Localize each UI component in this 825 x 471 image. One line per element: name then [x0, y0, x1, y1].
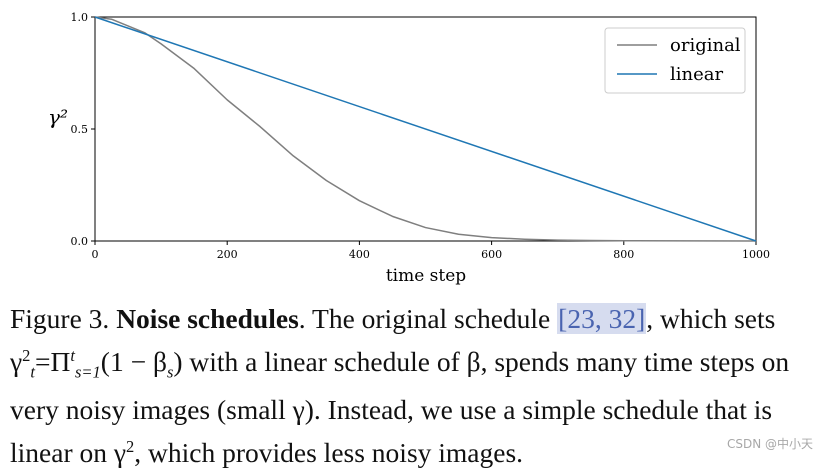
- cite-close: ]: [636, 303, 646, 334]
- y-axis-label-text: γ²: [48, 105, 68, 129]
- citation-link-32[interactable]: 32: [608, 303, 637, 334]
- caption-title: Noise schedules: [116, 303, 299, 334]
- watermark: CSDN @中小天: [726, 437, 813, 451]
- x-tick-label: 0: [92, 248, 99, 261]
- caption-sub-t: t: [30, 362, 35, 382]
- caption-text-1: . The original schedule: [298, 303, 558, 334]
- y-tick-label: 1.0: [71, 11, 89, 24]
- caption-text-6: , which provides less noisy images.: [134, 436, 524, 468]
- x-tick-label: 400: [349, 248, 370, 261]
- x-tick-label: 1000: [742, 248, 770, 261]
- x-axis-label: time step: [386, 266, 466, 286]
- series-line-linear: [94, 16, 757, 242]
- caption-label: Figure 3.: [10, 303, 110, 334]
- legend: original linear: [604, 27, 746, 94]
- y-axis-label: γ²: [48, 105, 68, 129]
- x-tick-label: 600: [481, 248, 502, 261]
- cite-open: [: [558, 303, 568, 334]
- caption-text-3: =Π: [35, 346, 71, 378]
- y-tick-label: 0.0: [71, 235, 89, 248]
- legend-label-linear: linear: [670, 64, 723, 85]
- citation-group: [23, 32]: [557, 303, 647, 334]
- figure-caption: Figure 3. Noise schedules. The original …: [10, 303, 790, 468]
- cite-sep: ,: [594, 303, 609, 334]
- caption-text-2: , which sets γ: [10, 303, 776, 378]
- caption-text-4: (1 − β: [100, 346, 167, 378]
- x-tick-label: 200: [217, 248, 238, 261]
- citation-link-23[interactable]: 23: [567, 303, 595, 334]
- y-tick-label: 0.5: [71, 123, 89, 136]
- x-tick-label: 800: [613, 248, 634, 261]
- legend-label-original: original: [670, 35, 741, 56]
- caption-sub-s: s: [166, 362, 174, 382]
